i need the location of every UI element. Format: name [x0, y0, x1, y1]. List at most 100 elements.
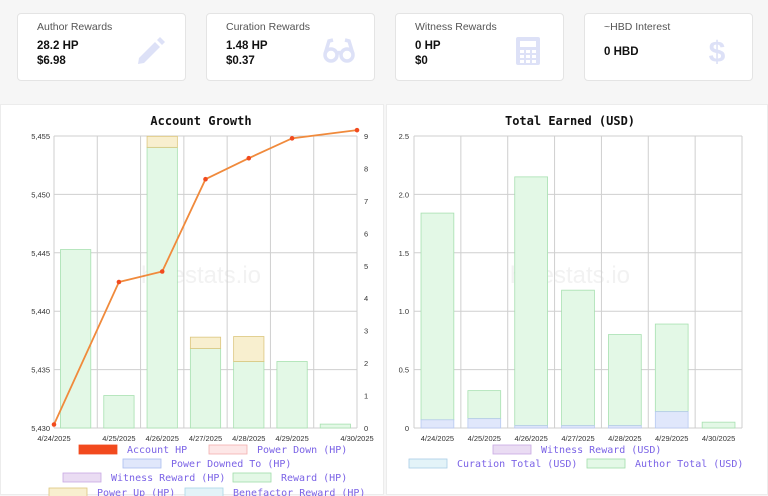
legend-swatch	[586, 458, 626, 469]
reward-bar	[276, 361, 308, 429]
curation-total-bar	[608, 425, 642, 429]
legend-label: Reward (HP)	[281, 473, 347, 484]
x-tick-label: 4/26/2025	[514, 434, 547, 443]
dollar-icon: $	[700, 34, 734, 69]
x-tick-label: 4/25/2025	[468, 434, 501, 443]
chart-title: Total Earned (USD)	[505, 114, 635, 128]
reward-bar	[103, 395, 135, 429]
calculator-icon	[511, 34, 545, 68]
card-title: Witness Rewards	[415, 21, 497, 33]
y-tick-label: 2.0	[399, 190, 409, 199]
legend-label: Power Downed To (HP)	[171, 459, 291, 470]
x-tick-label: 4/29/2025	[275, 434, 308, 443]
legend-swatch	[184, 487, 224, 496]
chart-title: Account Growth	[150, 114, 251, 128]
x-tick-label: 4/27/2025	[189, 434, 222, 443]
reward-bar	[319, 423, 351, 429]
y-tick-label: 5,435	[31, 366, 50, 375]
account-hp-point	[354, 127, 360, 133]
y-tick-label: 5,440	[31, 307, 50, 316]
legend-label: Power Down (HP)	[257, 445, 347, 456]
legend-swatch	[48, 487, 88, 496]
author-total-bar	[654, 323, 689, 413]
y-tick-label: 1.0	[399, 307, 409, 316]
x-tick-label: 4/24/2025	[421, 434, 454, 443]
account-hp-point	[116, 279, 122, 285]
hbd-interest-card: ~HBD Interest 0 HBD $	[584, 13, 753, 81]
y2-tick-label: 3	[364, 327, 368, 336]
y2-tick-label: 4	[364, 294, 368, 303]
curation-total-bar	[561, 425, 595, 429]
legend-label: Witness Reward (HP)	[111, 473, 225, 484]
x-tick-label: 4/26/2025	[146, 434, 179, 443]
card-value-usd: $6.98	[37, 55, 66, 67]
account-growth-panel: Account Growth hivestats.io 5,430 5,435 5,44…	[0, 104, 384, 496]
x-tick-label: 4/30/2025	[702, 434, 735, 443]
author-total-bar	[514, 176, 548, 427]
x-tick-label: 4/29/2025	[655, 434, 688, 443]
legend-label: Author Total (USD)	[635, 459, 743, 470]
total-earned-chart: Total Earned (USD)hivestats.io00.51.01.5…	[399, 114, 744, 470]
card-value-hp: 28.2 HP	[37, 40, 79, 52]
account-hp-point	[289, 136, 295, 141]
y-tick-label: 2.5	[399, 132, 409, 141]
y-tick-label: 0	[405, 424, 409, 433]
y-tick-label: 1.5	[399, 249, 409, 258]
power-up-bar	[189, 336, 222, 349]
x-tick-label: 4/27/2025	[561, 434, 594, 443]
legend-swatch	[492, 444, 532, 455]
curation-total-bar	[514, 425, 548, 429]
account-growth-chart: Account Growthhivestats.io5,4305,4355,44…	[31, 114, 374, 496]
y2-tick-label: 0	[364, 424, 368, 433]
account-hp-point	[203, 176, 208, 182]
legend-swatch	[122, 458, 162, 469]
x-tick-label: 4/28/2025	[608, 434, 641, 443]
y2-tick-label: 6	[364, 229, 368, 238]
pencil-icon	[133, 34, 167, 68]
legend-label: Power Up (HP)	[97, 488, 175, 496]
y2-tick-label: 8	[364, 164, 368, 173]
witness-rewards-card: Witness Rewards 0 HP $0	[395, 13, 564, 81]
card-value-hp: 1.48 HP	[226, 40, 268, 52]
author-total-bar	[561, 289, 595, 427]
card-title: ~HBD Interest	[604, 21, 671, 33]
y2-tick-label: 5	[364, 262, 368, 271]
legend-swatch	[232, 472, 272, 483]
account-hp-point	[159, 269, 165, 274]
legend-swatch	[208, 444, 248, 455]
author-total-bar	[701, 421, 736, 429]
power-up-bar	[146, 135, 178, 148]
x-tick-label: 4/25/2025	[102, 434, 135, 443]
y2-tick-label: 1	[364, 392, 368, 401]
reward-bar	[60, 249, 92, 429]
author-total-bar	[608, 334, 642, 427]
author-total-bar	[467, 390, 502, 420]
curation-total-bar	[420, 419, 455, 429]
y-tick-label: 5,445	[31, 249, 50, 258]
curation-total-bar	[467, 418, 502, 429]
x-tick-label: 4/24/2025	[37, 434, 70, 443]
card-value-usd: $0.37	[226, 55, 255, 67]
author-total-bar	[420, 212, 455, 421]
legend-label: Witness Reward (USD)	[541, 445, 661, 456]
y-tick-label: 0.5	[399, 366, 409, 375]
legend-label: Curation Total (USD)	[457, 459, 577, 470]
account-hp-point	[51, 422, 57, 427]
account-hp-point	[246, 155, 252, 161]
card-title: Curation Rewards	[226, 21, 311, 33]
reward-bar	[189, 348, 222, 429]
card-value-hp: 0 HP	[415, 40, 441, 52]
legend-swatch	[62, 472, 102, 483]
legend-label: Benefactor Reward (HP)	[233, 488, 365, 496]
y2-tick-label: 7	[364, 197, 368, 206]
author-rewards-card: Author Rewards 28.2 HP $6.98	[17, 13, 186, 81]
legend-swatch	[78, 444, 118, 455]
reward-bar	[233, 361, 265, 429]
legend-label: Account HP	[127, 445, 187, 456]
x-tick-label: 4/30/2025	[340, 434, 373, 443]
x-tick-label: 4/28/2025	[232, 434, 265, 443]
card-value-usd: $0	[415, 55, 428, 67]
y-tick-label: 5,455	[31, 132, 50, 141]
curation-rewards-card: Curation Rewards 1.48 HP $0.37	[206, 13, 375, 81]
card-value-hbd: 0 HBD	[604, 46, 639, 58]
